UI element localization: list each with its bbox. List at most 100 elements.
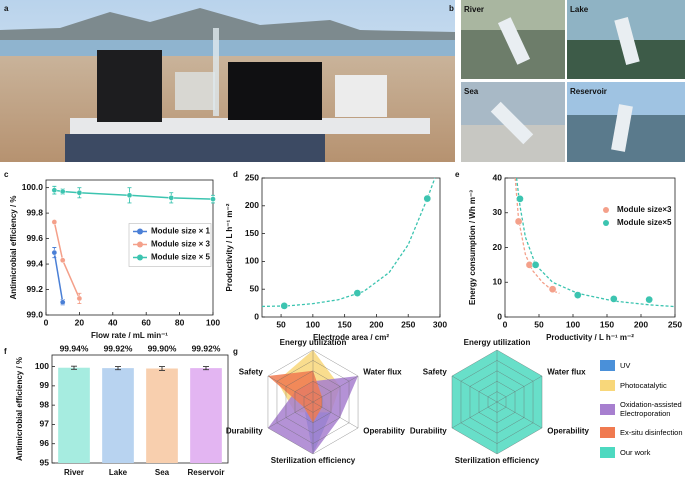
legend-label: Module size×3 xyxy=(617,205,672,214)
data-point xyxy=(609,295,618,303)
legend-item: Our work xyxy=(600,447,685,458)
data-point xyxy=(51,249,58,256)
data-point xyxy=(210,196,216,202)
radar-spoke xyxy=(312,375,359,403)
x-tick-label: River xyxy=(64,468,84,477)
data-point xyxy=(76,295,83,302)
data-point xyxy=(353,289,362,297)
y-tick-label: 99 xyxy=(40,380,50,390)
legend-swatch xyxy=(600,427,615,438)
error-bar xyxy=(159,366,165,371)
x-axis-title: Productivity / L h⁻¹ m⁻² xyxy=(546,333,634,342)
x-tick-label: 50 xyxy=(534,319,544,329)
y-tick-label: 30 xyxy=(493,207,503,217)
y-tick-label: 99.4 xyxy=(26,258,43,268)
radar-spoke xyxy=(451,401,498,429)
legend-marker xyxy=(137,241,143,248)
radar-spoke xyxy=(312,401,359,429)
legend-swatch xyxy=(600,380,615,391)
legend-swatch xyxy=(600,447,615,458)
data-point xyxy=(573,291,582,299)
y-axis-title: Productivity / L h⁻¹ m⁻² xyxy=(225,203,234,291)
data-point xyxy=(531,261,540,269)
data-point xyxy=(423,194,432,203)
data-point xyxy=(51,219,58,225)
data-point xyxy=(168,194,175,201)
radar-axis-label: Durability xyxy=(226,427,263,436)
radar-spoke xyxy=(496,375,543,403)
x-tick-label: 0 xyxy=(44,317,49,327)
bar xyxy=(102,368,134,463)
y-tick-label: 20 xyxy=(493,242,503,252)
x-tick-label: Sea xyxy=(155,468,170,477)
bar xyxy=(146,368,178,463)
legend-label: Module size × 1 xyxy=(151,227,210,236)
x-tick-label: 60 xyxy=(141,317,151,327)
x-tick-label: 100 xyxy=(566,319,580,329)
legend-label: Oxidation-assisted Electroporation xyxy=(620,400,682,418)
photo-label: Reservoir xyxy=(570,87,607,96)
legend-item: Oxidation-assisted Electroporation xyxy=(600,400,685,418)
x-tick-label: 150 xyxy=(338,319,352,329)
data-point xyxy=(516,195,524,203)
radar-spoke xyxy=(496,401,543,429)
x-tick-label: 100 xyxy=(206,317,220,327)
fit-curve xyxy=(261,177,436,308)
radar-axis-label: Sterilization efficiency xyxy=(271,456,356,465)
legend-swatch xyxy=(600,403,615,415)
y-tick-label: 99.6 xyxy=(26,233,43,243)
error-bar xyxy=(71,365,77,370)
y-tick-label: 100.0 xyxy=(22,182,44,192)
x-tick-label: 250 xyxy=(401,319,415,329)
radar-axis-label: Safety xyxy=(239,368,264,377)
panel-label: c xyxy=(4,170,9,179)
y-tick-label: 99.8 xyxy=(26,207,43,217)
radar-axis-label: Water flux xyxy=(363,368,402,377)
x-tick-label: 40 xyxy=(108,317,118,327)
y-tick-label: 98 xyxy=(40,399,50,409)
data-point xyxy=(126,192,133,199)
legend-swatch xyxy=(600,360,615,371)
photo-label: Sea xyxy=(464,87,479,96)
legend-marker xyxy=(603,220,609,226)
y-tick-label: 0 xyxy=(254,311,259,321)
photo-label: Lake xyxy=(570,5,589,14)
radar-axis-label: Durability xyxy=(410,427,447,436)
radar-axis-label: Water flux xyxy=(547,368,586,377)
bar xyxy=(58,367,90,463)
panel-label: g xyxy=(233,347,238,356)
legend-label: Our work xyxy=(620,448,651,457)
error-bar xyxy=(115,366,121,371)
legend-marker xyxy=(137,228,143,235)
radar-axis-label: Energy utilization xyxy=(280,338,347,347)
x-tick-label: 200 xyxy=(369,319,383,329)
y-tick-label: 200 xyxy=(245,200,259,210)
data-point xyxy=(280,302,289,310)
plot-frame xyxy=(261,177,441,318)
value-label: 99.92% xyxy=(192,343,221,353)
legend-label: Ex-situ disinfection xyxy=(620,428,683,437)
y-tick-label: 150 xyxy=(245,228,259,238)
x-tick-label: 150 xyxy=(600,319,614,329)
value-label: 99.92% xyxy=(104,343,133,353)
y-tick-label: 97 xyxy=(40,419,50,429)
x-tick-label: 100 xyxy=(306,319,320,329)
legend-marker xyxy=(603,207,609,213)
x-tick-label: 300 xyxy=(433,319,447,329)
y-tick-label: 100 xyxy=(35,361,49,371)
x-tick-label: 250 xyxy=(668,319,682,329)
y-tick-label: 250 xyxy=(245,172,259,182)
panel-label: d xyxy=(233,170,238,179)
x-tick-label: 50 xyxy=(276,319,286,329)
data-point xyxy=(51,187,58,194)
photo-a xyxy=(0,0,455,162)
y-axis-title: Antimicrobial efficiency / % xyxy=(15,357,24,461)
radar-axis-label: Operability xyxy=(363,427,405,436)
y-tick-label: 99.2 xyxy=(26,284,43,294)
y-tick-label: 50 xyxy=(250,283,260,293)
y-tick-label: 96 xyxy=(40,438,50,448)
y-tick-label: 95 xyxy=(40,457,50,467)
data-point xyxy=(548,285,557,294)
fit-curve xyxy=(514,177,560,294)
